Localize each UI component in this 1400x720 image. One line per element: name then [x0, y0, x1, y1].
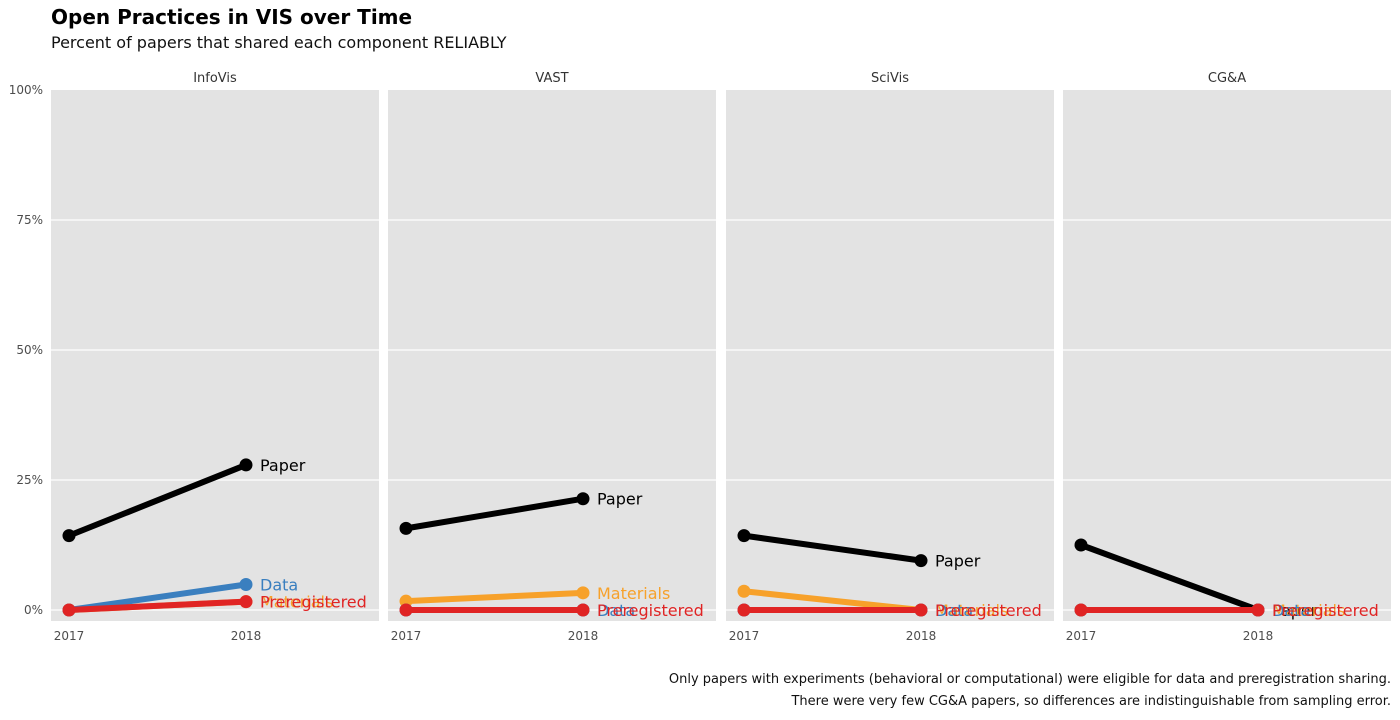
series-line-paper: [1078, 542, 1261, 613]
data-point-paper: [239, 458, 253, 472]
chart-subtitle: Percent of papers that shared each compo…: [51, 33, 507, 52]
y-tick-label: 50%: [16, 343, 43, 357]
series-end-label-preregistered: Preregistered: [1272, 601, 1379, 620]
y-tick-label: 0%: [24, 603, 43, 617]
series-end-label-paper: Paper: [597, 490, 643, 509]
series-line-paper: [66, 461, 249, 539]
data-point-preregistered: [737, 603, 751, 617]
x-tick-label: 2017: [1066, 629, 1097, 643]
panel-background: [1063, 90, 1391, 621]
facet-panel-cg-a: CG&A 2017 2018 PaperMaterialsDataPreregiste…: [1063, 71, 1391, 643]
data-point-preregistered: [576, 603, 590, 617]
series-end-label-materials: Materials: [260, 593, 333, 612]
series-end-label-materials: Materials: [1272, 601, 1345, 620]
series-line-paper: [741, 532, 924, 564]
facet-strip-label: VAST: [535, 71, 568, 86]
chart-title: Open Practices in VIS over Time: [51, 5, 413, 29]
data-point-paper: [737, 529, 751, 543]
x-tick-label: 2018: [231, 629, 262, 643]
series-end-label-preregistered: Preregistered: [597, 601, 704, 620]
facet-strip-label: CG&A: [1208, 71, 1246, 86]
series-line-materials: [403, 589, 586, 605]
series-end-label-preregistered: Preregistered: [260, 593, 367, 612]
facet-panel-infovis: InfoVis 2017 2018 Paper MaterialsDataPreregi…: [51, 71, 379, 643]
series-end-label-data: Data: [597, 601, 635, 620]
panel-background: [726, 90, 1054, 621]
series-end-label-preregistered: Preregistered: [935, 601, 1042, 620]
data-point-paper: [399, 521, 413, 535]
x-tick-label: 2018: [568, 629, 599, 643]
data-point-preregistered: [239, 595, 253, 609]
series-end-label-paper: Paper: [1272, 601, 1318, 620]
facet-strip-label: SciVis: [871, 71, 909, 86]
data-point-data: [239, 578, 253, 592]
data-point-paper: [914, 554, 928, 568]
data-point-paper: [62, 529, 76, 543]
facet-strip-label: InfoVis: [193, 71, 237, 86]
data-point-materials: [576, 586, 590, 600]
data-point-paper: [576, 492, 590, 506]
panel-background: [51, 90, 379, 621]
data-point-preregistered: [1074, 603, 1088, 617]
series-end-label-paper: Paper: [935, 552, 981, 571]
series-line-preregistered: [66, 598, 249, 613]
series-end-label-paper: Paper: [260, 456, 306, 475]
y-tick-label: 100%: [9, 83, 43, 97]
facet-panel-vast: VAST 2017 2018 Paper MaterialsDataPreregiste…: [388, 71, 716, 643]
x-tick-label: 2017: [54, 629, 85, 643]
x-tick-label: 2017: [729, 629, 760, 643]
y-tick-label: 25%: [16, 473, 43, 487]
series-end-label-materials: Materials: [597, 584, 670, 603]
x-tick-label: 2017: [391, 629, 422, 643]
data-point-preregistered: [914, 603, 928, 617]
caption-sampling-note: There were very few CG&A papers, so diff…: [791, 694, 1391, 709]
facet-panel-scivis: SciVis 2017 2018 Paper MaterialsDataPreregis…: [726, 71, 1054, 643]
data-point-preregistered: [1251, 603, 1265, 617]
x-tick-label: 2018: [906, 629, 937, 643]
data-point-preregistered: [62, 603, 76, 617]
data-point-materials: [737, 584, 751, 598]
caption-eligibility-note: Only papers with experiments (behavioral…: [668, 672, 1391, 687]
series-end-label-data: Data: [935, 601, 973, 620]
data-point-paper: [1074, 538, 1088, 552]
x-tick-label: 2018: [1243, 629, 1274, 643]
series-end-label-materials: Materials: [935, 601, 1008, 620]
series-line-paper: [403, 495, 586, 532]
series-line-materials: [741, 588, 924, 613]
series-end-label-data: Data: [260, 576, 298, 595]
panel-background: [388, 90, 716, 621]
series-end-label-data: Data: [1272, 601, 1310, 620]
y-tick-label: 75%: [16, 213, 43, 227]
data-point-preregistered: [399, 603, 413, 617]
